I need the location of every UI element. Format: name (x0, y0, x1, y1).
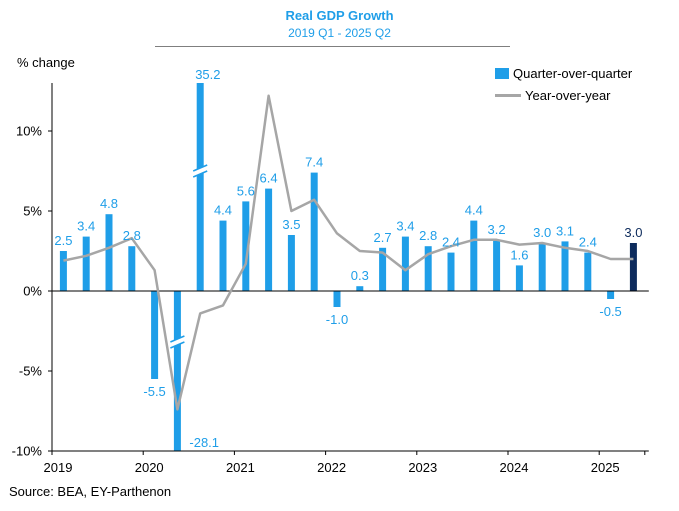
x-tick-label: 2024 (500, 460, 529, 475)
bar-data-label: 4.4 (214, 203, 232, 218)
bar-data-label: 3.2 (488, 222, 506, 237)
axis-break-line (192, 164, 208, 172)
legend-item-yoy: Year-over-year (495, 88, 611, 103)
bar (447, 252, 455, 291)
x-tick-label: 2025 (591, 460, 620, 475)
bar (515, 265, 523, 291)
bar-data-label: 35.2 (195, 67, 220, 82)
y-tick-label: 5% (23, 204, 42, 219)
source-note: Source: BEA, EY-Parthenon (9, 484, 172, 499)
y-tick-label: 10% (16, 124, 42, 139)
line-series-yoy (63, 94, 634, 411)
bar (561, 241, 569, 291)
bar (379, 247, 387, 291)
bar (607, 291, 615, 299)
bar-data-label: -28.1 (189, 435, 219, 450)
y-tick-label: 0% (23, 284, 42, 299)
bar-data-label: 2.8 (419, 228, 437, 243)
chart-subtitle: 2019 Q1 - 2025 Q2 (288, 26, 391, 40)
x-axis: 2019 2020 2021 2022 2023 2024 2025 (44, 450, 649, 475)
x-tick-label: 2022 (317, 460, 346, 475)
bar-data-label: 3.1 (556, 223, 574, 238)
bar-data-label: 2.4 (442, 235, 460, 250)
bar-data-label: 7.4 (305, 155, 323, 170)
bar (173, 291, 181, 451)
bar (310, 172, 318, 291)
legend-swatch-yoy (495, 94, 521, 97)
bar (242, 201, 250, 291)
bar-data-label: 3.4 (396, 219, 414, 234)
axis-break-line (170, 335, 185, 343)
axis-break-marks (170, 164, 208, 349)
bar (219, 220, 227, 291)
bar-data-label: 1.6 (510, 247, 528, 262)
bar-data-label: 2.5 (54, 233, 72, 248)
bar-data-label: -0.5 (599, 304, 621, 319)
title-rule (155, 46, 510, 47)
bar (356, 286, 364, 291)
bar-data-labels: 2.5 3.4 4.8 2.8 -5.5 -28.1 35.2 4.4 5.6 6.4 3.5 7.4… (54, 67, 642, 450)
y-axis-label: % change (17, 55, 75, 70)
bar (105, 214, 113, 291)
y-tick-label: -5% (19, 364, 43, 379)
chart-title: Real GDP Growth (285, 8, 394, 23)
legend-label-qoq: Quarter-over-quarter (513, 66, 633, 81)
axis-break-line (192, 170, 208, 178)
bar (265, 188, 273, 291)
axis-break-gap (193, 165, 208, 177)
bar (470, 220, 478, 291)
bar (538, 243, 546, 291)
bar-data-label: 3.0 (533, 225, 551, 240)
x-tick-label: 2021 (226, 460, 255, 475)
bar (82, 236, 90, 291)
bar (59, 251, 67, 291)
bar (584, 252, 592, 291)
legend-label-yoy: Year-over-year (525, 88, 611, 103)
bar-data-label: 2.7 (374, 230, 392, 245)
yoy-line (63, 94, 634, 411)
axis-break-gap (170, 336, 185, 348)
bar-data-label: 4.4 (465, 203, 483, 218)
bar (333, 291, 341, 307)
bar-data-label: 4.8 (100, 196, 118, 211)
x-tick-label: 2019 (44, 460, 73, 475)
bar (401, 236, 409, 291)
bar-data-label: 3.4 (77, 219, 95, 234)
bar (151, 291, 159, 379)
y-tick-label: -10% (12, 444, 43, 459)
bar-data-label: 0.3 (351, 268, 369, 283)
x-tick-label: 2023 (408, 460, 437, 475)
legend-item-qoq: Quarter-over-quarter (495, 66, 632, 81)
bar-data-label: 6.4 (260, 171, 278, 186)
x-tick-label: 2020 (135, 460, 164, 475)
bar-data-label: 3.0 (624, 225, 642, 240)
legend-swatch-qoq (495, 68, 509, 79)
bar (128, 246, 136, 291)
bar (196, 83, 204, 291)
bar-series-qoq (59, 83, 637, 451)
bar-data-label: -1.0 (326, 312, 348, 327)
axis-break-line (170, 341, 185, 349)
bar-data-label: 5.6 (237, 183, 255, 198)
bar-data-label: 2.4 (579, 235, 597, 250)
bar-data-label: -5.5 (143, 384, 165, 399)
bar-data-label: 2.8 (123, 228, 141, 243)
bar (629, 243, 637, 291)
y-axis: -10% -5% 0% 5% 10% (12, 83, 53, 459)
bar (424, 246, 432, 291)
bar (493, 239, 501, 291)
bar-data-label: 3.5 (282, 217, 300, 232)
bar (287, 235, 295, 291)
